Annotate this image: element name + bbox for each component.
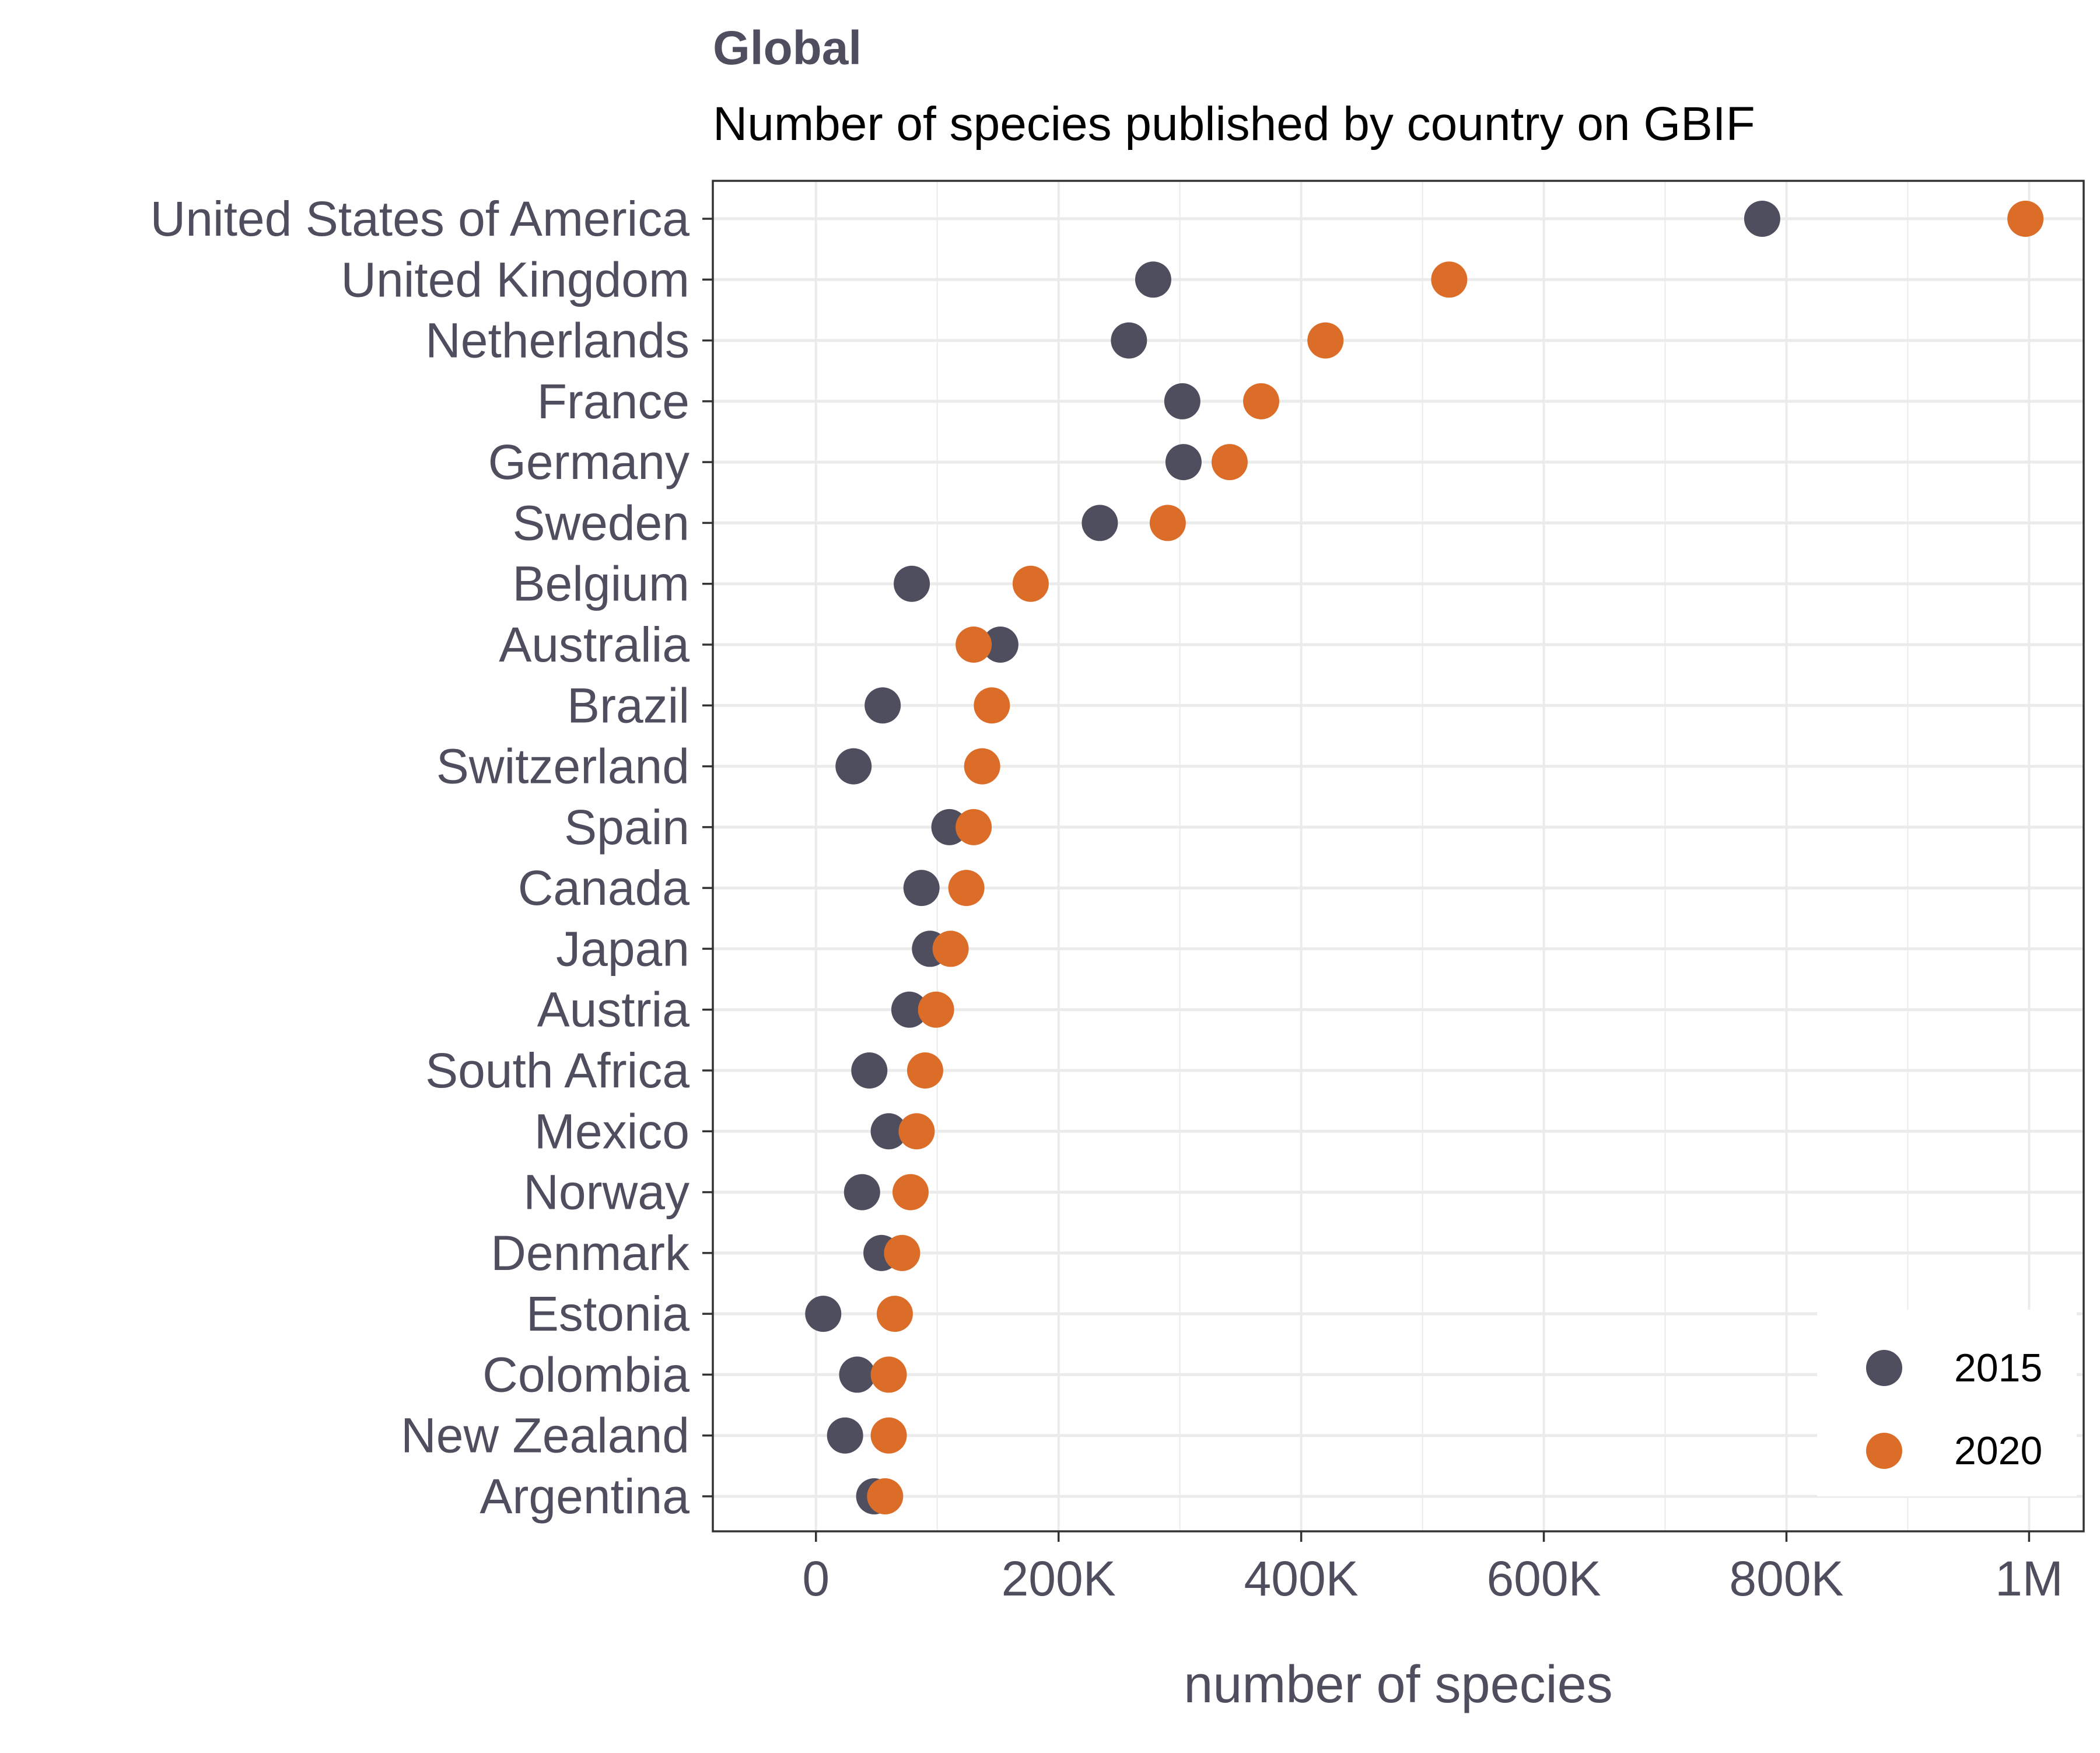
y-tick-label: United Kingdom: [341, 252, 690, 307]
y-tick-label: Switzerland: [436, 739, 690, 794]
legend-key-2015: [1866, 1350, 1902, 1386]
legend-background: [1817, 1310, 2077, 1496]
y-tick-label: Netherlands: [425, 313, 690, 368]
point-2020-9: [964, 748, 1000, 785]
y-tick-label: Denmark: [491, 1226, 690, 1280]
x-tick-label: 200K: [1002, 1551, 1116, 1606]
chart-subtitle: Number of species published by country o…: [713, 97, 1755, 151]
y-axis-ticks: United States of America United Kingdom Ne…: [150, 191, 713, 1524]
point-2015-0: [1744, 201, 1780, 237]
point-2015-19: [839, 1356, 876, 1393]
y-tick-label: New Zealand: [401, 1408, 690, 1463]
point-2020-20: [870, 1417, 907, 1454]
point-2020-7: [956, 627, 992, 663]
point-2015-11: [903, 870, 940, 907]
y-tick-label: Germany: [488, 435, 690, 489]
point-2020-13: [918, 991, 954, 1028]
legend-label-2015: 2015: [1954, 1346, 2042, 1390]
point-2015-18: [805, 1296, 842, 1332]
y-tick-label: Australia: [499, 617, 690, 672]
point-2020-17: [884, 1234, 921, 1271]
point-2015-14: [851, 1052, 888, 1089]
y-tick-label: South Africa: [425, 1043, 690, 1098]
grid: [713, 181, 2084, 1531]
x-tick-label: 1M: [1995, 1551, 2063, 1606]
point-2015-2: [1111, 322, 1147, 359]
x-axis-label: number of species: [1184, 1656, 1612, 1714]
y-tick-label: United States of America: [150, 191, 690, 246]
y-tick-label: Austria: [537, 982, 690, 1037]
point-2015-3: [1164, 383, 1200, 419]
legend-label-2020: 2020: [1954, 1429, 2042, 1473]
point-2020-8: [974, 687, 1010, 724]
point-2015-16: [844, 1174, 880, 1210]
x-tick-label: 400K: [1244, 1551, 1359, 1606]
x-tick-label: 0: [802, 1551, 830, 1606]
point-2020-10: [956, 809, 992, 845]
point-2015-7: [982, 627, 1019, 663]
point-2020-15: [898, 1113, 935, 1150]
y-tick-label: Estonia: [526, 1286, 690, 1341]
point-2020-19: [870, 1356, 907, 1393]
point-2015-1: [1135, 261, 1171, 298]
y-tick-label: Canada: [518, 860, 690, 915]
x-tick-label: 800K: [1729, 1551, 1843, 1606]
point-2015-13: [891, 991, 928, 1028]
point-2020-0: [2007, 201, 2044, 237]
y-tick-label: Norway: [523, 1165, 690, 1220]
point-2020-6: [1012, 565, 1049, 602]
point-2020-12: [932, 930, 969, 967]
y-tick-label: Sweden: [512, 495, 690, 550]
point-2020-3: [1243, 383, 1279, 419]
x-axis-ticks: 0 200K 400K 600K 800K 1M: [802, 1531, 2063, 1606]
legend: 2015 2020: [1817, 1310, 2077, 1496]
point-2020-14: [907, 1052, 943, 1089]
point-2015-5: [1082, 505, 1118, 541]
y-tick-label: Colombia: [482, 1347, 690, 1402]
y-tick-label: Mexico: [534, 1104, 690, 1159]
point-2020-11: [948, 870, 985, 907]
point-2015-6: [894, 565, 930, 602]
point-2020-21: [867, 1478, 904, 1514]
y-tick-label: Japan: [556, 921, 690, 976]
point-2020-2: [1307, 322, 1344, 359]
point-2015-8: [864, 687, 901, 724]
y-tick-label: Spain: [564, 800, 690, 855]
y-tick-label: Argentina: [480, 1469, 690, 1524]
point-2020-4: [1211, 444, 1248, 481]
point-2020-5: [1149, 505, 1186, 541]
panel-border: [712, 180, 2085, 1532]
point-2015-4: [1165, 444, 1202, 481]
point-2020-16: [892, 1174, 929, 1210]
point-2015-9: [835, 748, 872, 785]
y-tick-label: Brazil: [567, 678, 690, 733]
y-tick-label: France: [537, 374, 690, 429]
point-2020-18: [876, 1296, 913, 1332]
y-tick-label: Belgium: [513, 557, 690, 611]
x-tick-label: 600K: [1486, 1551, 1601, 1606]
chart-title: Global: [713, 22, 862, 75]
data-points: [805, 201, 2044, 1514]
point-2015-20: [827, 1417, 863, 1454]
point-2015-15: [870, 1113, 907, 1150]
legend-key-2020: [1866, 1433, 1902, 1469]
point-2020-1: [1431, 261, 1468, 298]
